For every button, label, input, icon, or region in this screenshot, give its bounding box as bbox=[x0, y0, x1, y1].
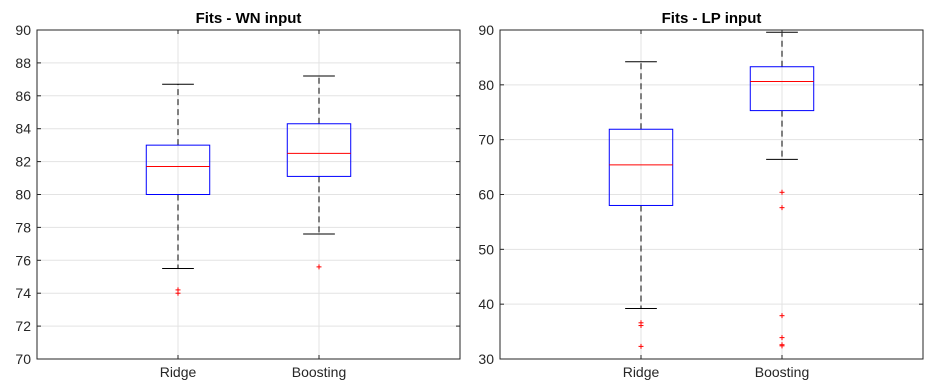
chart-lp-input: 30 40 50 60 70 80 90 Ridge Boosting Fits - LP inp… bbox=[478, 10, 924, 380]
iqr-box bbox=[608, 128, 674, 206]
outlier-marker bbox=[638, 343, 644, 349]
y-tick-label: 90 bbox=[478, 22, 494, 38]
y-tick-label: 70 bbox=[15, 351, 31, 367]
outlier-marker bbox=[316, 264, 322, 270]
box-boosting bbox=[286, 75, 352, 270]
iqr-box bbox=[749, 66, 815, 112]
outlier-marker bbox=[175, 290, 181, 296]
y-tick-label: 30 bbox=[478, 351, 494, 367]
chart-title: Fits - LP input bbox=[662, 10, 762, 27]
outlier-marker bbox=[779, 343, 785, 349]
y-tick-label: 40 bbox=[478, 296, 494, 312]
y-tick-label: 50 bbox=[478, 241, 494, 257]
y-tick-label: 80 bbox=[478, 77, 494, 93]
y-tick-label: 78 bbox=[15, 219, 31, 235]
outlier-marker bbox=[779, 189, 785, 195]
box-boosting bbox=[749, 31, 815, 349]
x-tick-label: Boosting bbox=[292, 364, 346, 380]
y-tick-label: 86 bbox=[15, 88, 31, 104]
x-tick-label: Boosting bbox=[755, 364, 809, 380]
box-ridge bbox=[145, 83, 211, 296]
y-tick-label: 80 bbox=[15, 187, 31, 203]
y-tick-label: 84 bbox=[15, 121, 31, 137]
iqr-box bbox=[145, 144, 211, 195]
y-tick-label: 60 bbox=[478, 187, 494, 203]
y-tick-label: 88 bbox=[15, 55, 31, 71]
y-tick-label: 74 bbox=[15, 285, 31, 301]
box-ridge bbox=[608, 61, 674, 349]
chart-wn-input: 70 72 74 76 78 80 82 84 86 88 90 Ridge Boosting Fits … bbox=[15, 10, 461, 380]
chart-title: Fits - WN input bbox=[196, 10, 302, 27]
outlier-marker bbox=[779, 313, 785, 319]
outlier-marker bbox=[638, 323, 644, 329]
y-tick-label: 70 bbox=[478, 132, 494, 148]
y-tick-label: 72 bbox=[15, 318, 31, 334]
y-tick-label: 76 bbox=[15, 252, 31, 268]
y-tick-label: 82 bbox=[15, 154, 31, 170]
outlier-marker bbox=[779, 335, 785, 341]
iqr-box bbox=[286, 123, 352, 177]
x-tick-label: Ridge bbox=[160, 364, 197, 380]
y-tick-label: 90 bbox=[15, 22, 31, 38]
outlier-marker bbox=[779, 205, 785, 211]
x-tick-label: Ridge bbox=[623, 364, 660, 380]
